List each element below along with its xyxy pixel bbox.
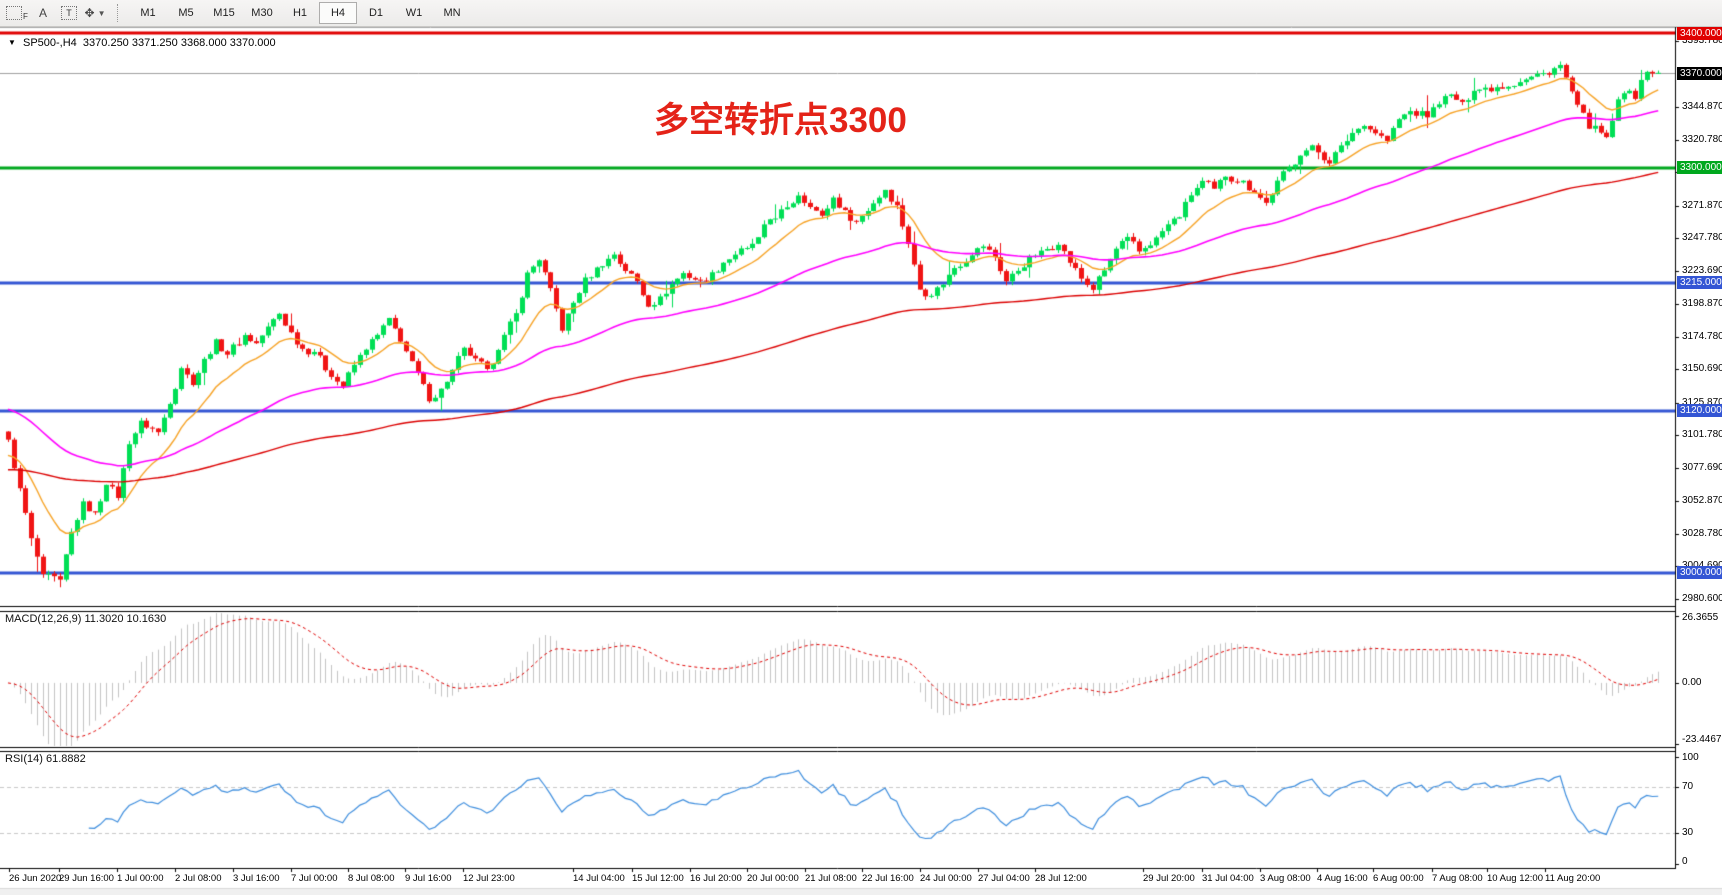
y-axis-tick-label: 3271.870 [1682,199,1722,211]
x-axis-date-label: 27 Jul 04:00 [978,873,1030,884]
x-axis-date-label: 8 Jul 08:00 [348,873,395,884]
macd-scale-label: 26.3655 [1682,612,1719,623]
symbol-dropdown-icon[interactable]: ▼ [8,38,16,47]
timeframe-button-w1[interactable]: W1 [405,7,423,19]
chart-annotation-text: 多空转折点3300 [654,101,907,140]
y-axis-tick-label: 3101.780 [1682,429,1722,441]
drawing-tools: F A T ✥ ▼ [5,3,109,24]
x-axis-date-label: 21 Jul 08:00 [805,873,857,884]
timeframe-button-d1[interactable]: D1 [368,7,384,19]
y-axis-tick-label: 3174.780 [1682,330,1722,342]
text-tool-icon[interactable]: A [38,6,47,20]
price-level-badge: 3000.000 [1677,566,1722,580]
symbol-name: SP500-,H4 [22,37,77,49]
price-level-badge: 3215.000 [1677,276,1722,290]
x-axis-date-label: 24 Jul 00:00 [920,873,972,884]
dropdown-caret-icon[interactable]: ▼ [97,8,106,18]
macd-indicator-label: MACD(12,26,9) 11.3020 10.1630 [5,613,167,625]
rsi-scale-label: 70 [1682,780,1694,792]
x-axis-date-label: 29 Jun 16:00 [59,873,114,884]
timeframe-button-h4[interactable]: H4 [319,2,357,24]
macd-scale-label: -23.4467 [1682,734,1722,745]
x-axis-date-label: 1 Jul 00:00 [117,873,164,884]
x-axis-date-label: 2 Jul 08:00 [175,873,222,884]
quote-high: 3371.250 [131,37,178,49]
y-axis-tick-label: 3125.870 [1682,396,1722,408]
y-axis-tick-label: 3004.690 [1682,560,1722,571]
price-level-badge: 3300.000 [1677,161,1722,175]
x-axis-date-label: 9 Jul 16:00 [405,873,452,884]
x-axis-date-label: 7 Jul 00:00 [291,873,338,884]
y-axis-tick-label: 3247.780 [1682,232,1722,244]
x-axis-date-label: 15 Jul 12:00 [632,873,684,884]
x-axis-date-label: 12 Jul 23:00 [463,873,515,884]
shapes-tool-icon[interactable]: ✥ ▼ [84,6,106,20]
x-axis-date-label: 11 Aug 20:00 [1545,873,1601,884]
x-axis-date-label: 3 Aug 08:00 [1260,873,1311,884]
quote-close: 3370.000 [229,37,276,49]
x-axis-date-label: 20 Jul 00:00 [747,873,799,884]
timeframe-button-m5[interactable]: M5 [178,7,194,19]
y-axis-tick-label: 3344.870 [1682,101,1722,113]
x-axis-date-label: 14 Jul 04:00 [573,873,625,884]
x-axis-date-label: 22 Jul 16:00 [862,873,914,884]
y-axis-tick-label: 3150.690 [1682,363,1722,375]
x-axis-date-label: 26 Jun 2020 [9,873,62,884]
timeframe-button-mn[interactable]: MN [443,7,461,19]
price-level-badge: 3400.000 [1677,26,1722,40]
toolbar-separator [117,4,123,22]
x-axis-date-label: 6 Aug 00:00 [1373,873,1424,884]
x-axis-date-label: 4 Aug 16:00 [1317,873,1368,884]
y-axis-tick-label: 3198.870 [1682,298,1722,310]
current-price-badge: 3370.000 [1677,66,1722,80]
x-axis-date-label: 28 Jul 12:00 [1035,873,1087,884]
symbol-quote-line: ▼ SP500-,H4 3370.250 3371.250 3368.000 3… [8,37,276,49]
toolbar: F A T ✥ ▼ M1 M5 M15 M30 H1 H4 D1 W1 MN [0,0,1722,27]
rsi-scale-label: 0 [1682,856,1688,867]
x-axis-date-label: 10 Aug 12:00 [1487,873,1543,884]
x-axis-date-label: 31 Jul 04:00 [1202,873,1254,884]
y-axis-tick-label: 3320.780 [1682,133,1722,145]
x-axis-date-label: 7 Aug 08:00 [1432,873,1483,884]
timeframe-buttons: M1 M5 M15 M30 H1 H4 D1 W1 MN [129,2,471,24]
y-axis-tick-label: 3393.780 [1682,35,1722,47]
x-axis-date-label: 3 Jul 16:00 [233,873,280,884]
y-axis-tick-label: 2980.600 [1682,592,1722,604]
timeframe-button-m30[interactable]: M30 [251,7,273,19]
quote-open: 3370.250 [82,37,129,49]
rsi-scale-label: 100 [1682,752,1699,763]
y-axis-tick-label: 3077.690 [1682,461,1722,473]
x-axis-date-label: 29 Jul 20:00 [1143,873,1195,884]
macd-scale-label: 0.00 [1682,676,1702,688]
rsi-scale-label: 30 [1682,827,1694,839]
quote-low: 3368.000 [180,37,227,49]
y-axis-tick-label: 3223.690 [1682,264,1722,276]
timeframe-button-m1[interactable]: M1 [140,7,156,19]
timeframe-button-h1[interactable]: H1 [292,7,308,19]
timeframe-button-m15[interactable]: M15 [213,7,235,19]
y-axis-tick-label: 3052.870 [1682,495,1722,507]
text-label-tool-icon[interactable]: T [57,3,81,24]
rsi-indicator-label: RSI(14) 61.8882 [5,753,86,765]
figure-tool-icon[interactable]: F [5,3,29,24]
x-axis-date-label: 16 Jul 20:00 [690,873,742,884]
price-level-badge: 3120.000 [1677,404,1722,418]
y-axis-tick-label: 3028.780 [1682,527,1722,539]
